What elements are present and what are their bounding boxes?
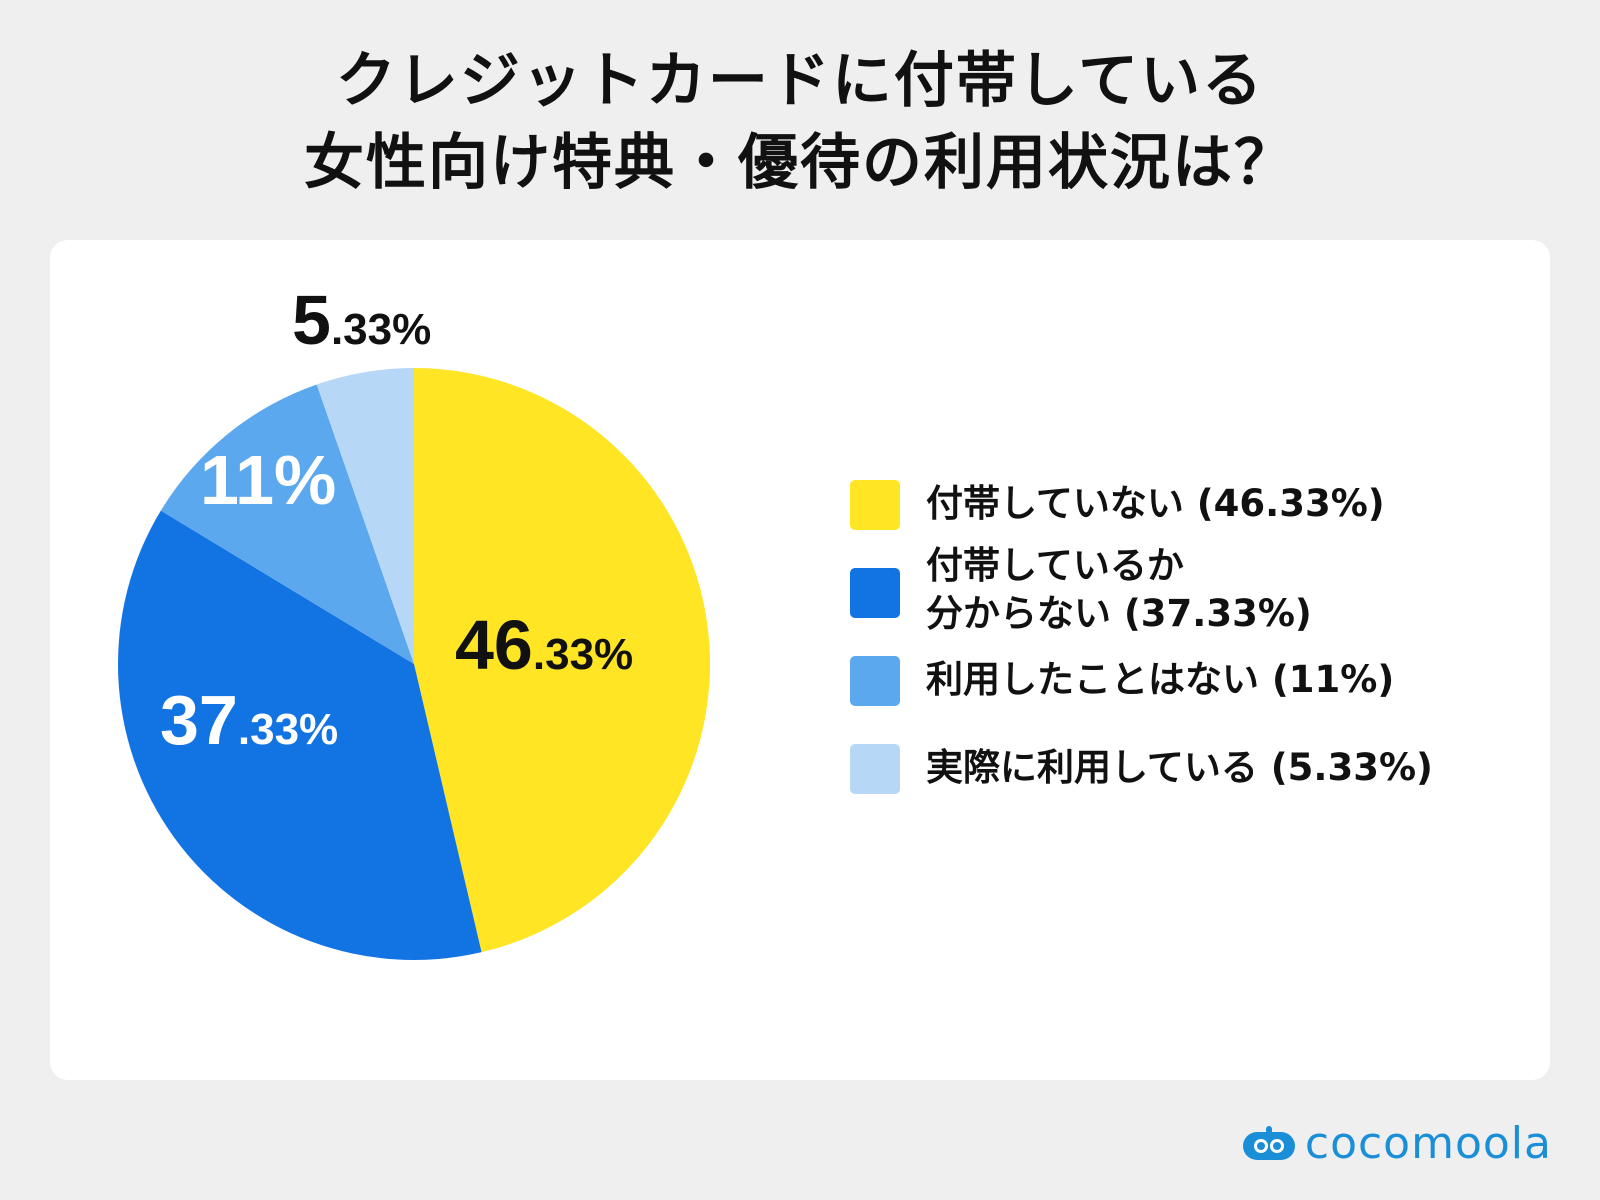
legend-swatch-1 <box>850 568 900 618</box>
legend-label-0: 付帯していない (46.33%) <box>926 482 1385 525</box>
pie-slice-0 <box>414 368 711 953</box>
pie-slice-3 <box>316 368 414 664</box>
chart-title: クレジットカードに付帯している 女性向け特典・優待の利用状況は？ <box>0 40 1600 204</box>
legend-label-2: 利用したことはない (11%) <box>926 658 1395 701</box>
data-label-2: 11% <box>200 441 337 519</box>
brand-logo: cocomoola <box>1241 1118 1552 1169</box>
title-line-1: クレジットカードに付帯している <box>335 46 1265 116</box>
brand-name: cocomoola <box>1304 1118 1552 1169</box>
legend-label-1: 付帯しているか 分からない (37.33%) <box>926 544 1312 635</box>
data-label-1: 37.33% <box>160 681 339 759</box>
legend-item-3: 実際に利用している (5.33%) <box>850 744 1433 794</box>
data-label-0: 46.33% <box>455 606 634 684</box>
legend-swatch-0 <box>850 480 900 530</box>
pie-slice-2 <box>160 384 414 664</box>
data-label-3: 5.33% <box>292 281 432 359</box>
legend-swatch-3 <box>850 744 900 794</box>
chart-card: 46.33% 37.33% 11% 5.33% 付帯していない (46.33%)… <box>50 240 1550 1080</box>
legend-swatch-2 <box>850 656 900 706</box>
robot-face-icon <box>1242 1125 1295 1160</box>
legend-item-2: 利用したことはない (11%) <box>850 656 1394 706</box>
legend-label-3: 実際に利用している (5.33%) <box>926 746 1433 789</box>
pie-slice-1 <box>117 510 482 960</box>
pie-chart <box>117 368 711 960</box>
legend-item-1: 付帯しているか 分からない (37.33%) <box>850 542 1312 638</box>
title-line-2: 女性向け特典・優待の利用状況は？ <box>304 128 1296 198</box>
legend-item-0: 付帯していない (46.33%) <box>850 480 1385 530</box>
